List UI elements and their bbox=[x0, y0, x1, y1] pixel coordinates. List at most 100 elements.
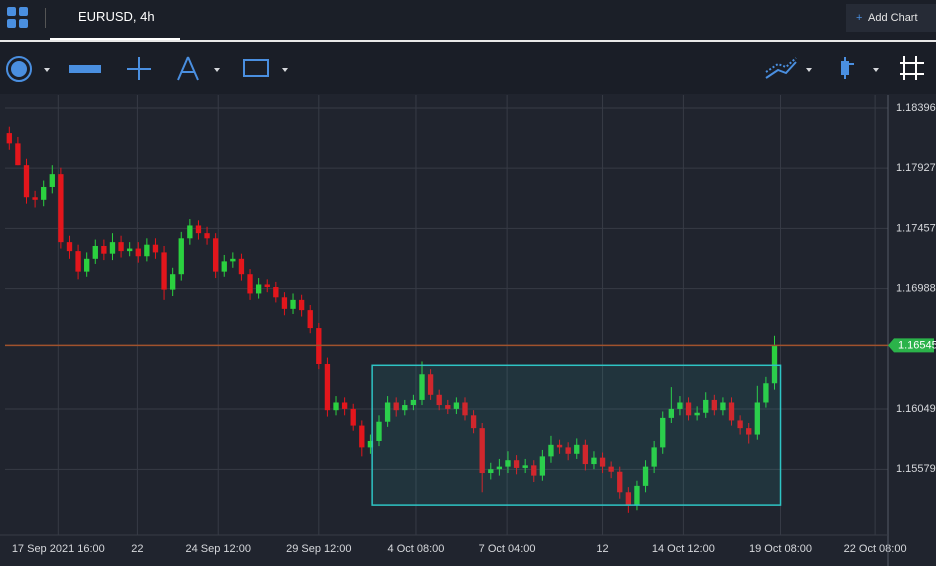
candle-body bbox=[75, 251, 81, 272]
candle-body bbox=[341, 402, 348, 409]
candle-body bbox=[152, 244, 159, 253]
candle-body bbox=[599, 457, 606, 467]
y-tick-label: 1.17457 bbox=[896, 222, 936, 234]
candle-body bbox=[41, 186, 47, 200]
candle-body bbox=[324, 364, 331, 411]
candle-body bbox=[195, 225, 202, 234]
candle-body bbox=[307, 310, 313, 329]
tool-icons[interactable] bbox=[6, 56, 854, 82]
candle-body bbox=[49, 174, 55, 187]
y-tick-label: 1.16049 bbox=[896, 403, 936, 415]
candle-body bbox=[23, 165, 30, 198]
plus-icon: + bbox=[856, 12, 863, 24]
y-tick-label: 1.17927 bbox=[896, 162, 936, 174]
y-tick-label: 1.18396 bbox=[896, 102, 936, 114]
candle-body bbox=[462, 402, 468, 416]
x-tick-label: 19 Oct 08:00 bbox=[749, 543, 812, 555]
candle-body bbox=[479, 428, 485, 474]
candle-body bbox=[255, 284, 262, 294]
price-label-box bbox=[888, 338, 934, 353]
candle-body bbox=[513, 460, 520, 468]
x-tick-label: 17 Sep 2021 16:00 bbox=[12, 543, 105, 555]
candle-body bbox=[238, 258, 245, 275]
candle-body bbox=[754, 402, 760, 435]
candle-body bbox=[298, 299, 305, 311]
add-chart-button[interactable]: + Add Chart bbox=[846, 4, 936, 32]
candle-body bbox=[384, 402, 391, 422]
x-tick-label: 22 bbox=[131, 543, 143, 555]
candle-body bbox=[212, 238, 219, 272]
candle-body bbox=[763, 383, 769, 403]
candle-body bbox=[470, 415, 477, 429]
candle-body bbox=[427, 374, 434, 395]
x-tick-label: 29 Sep 12:00 bbox=[286, 543, 351, 555]
candle-body bbox=[651, 447, 657, 467]
candle-body bbox=[32, 197, 38, 200]
candle-body bbox=[419, 374, 425, 400]
y-tick-label: 1.16988 bbox=[896, 282, 936, 294]
candle-body bbox=[436, 394, 442, 406]
x-tick-label: 22 Oct 08:00 bbox=[844, 543, 907, 555]
candle-body bbox=[720, 402, 726, 411]
candle-body bbox=[625, 492, 632, 506]
candle-body bbox=[290, 299, 296, 309]
add-chart-label: Add Chart bbox=[868, 12, 918, 24]
candle-body bbox=[548, 444, 554, 457]
candle-body bbox=[582, 444, 589, 465]
candle-body bbox=[488, 469, 494, 474]
candle-body bbox=[410, 399, 417, 406]
candle-body bbox=[135, 248, 141, 257]
candle-body bbox=[247, 274, 253, 294]
candle-body bbox=[101, 245, 107, 254]
candle-body bbox=[66, 242, 73, 252]
candle-body bbox=[204, 233, 210, 239]
drawn-rectangle bbox=[371, 364, 782, 506]
candle-body bbox=[531, 465, 537, 476]
candle-body bbox=[565, 447, 571, 454]
candle-body bbox=[445, 405, 451, 409]
candle-body bbox=[127, 248, 133, 252]
candle-body bbox=[178, 238, 184, 275]
candle-body bbox=[187, 225, 193, 239]
candle-body bbox=[556, 444, 563, 448]
candle-body bbox=[144, 244, 150, 257]
price-label: 1.16545 bbox=[898, 339, 936, 351]
candle-body bbox=[496, 466, 503, 470]
apps-icon[interactable] bbox=[6, 6, 30, 30]
x-tick-label: 7 Oct 04:00 bbox=[479, 543, 536, 555]
candle-body bbox=[367, 440, 374, 448]
candle-body bbox=[376, 421, 382, 441]
candle-body bbox=[746, 428, 752, 435]
candle-body bbox=[608, 466, 614, 472]
candle-body bbox=[694, 412, 700, 416]
x-tick-label: 14 Oct 12:00 bbox=[652, 543, 715, 555]
candle-body bbox=[453, 402, 460, 409]
x-tick-label: 12 bbox=[596, 543, 608, 555]
candle-body bbox=[393, 402, 399, 411]
candle-body bbox=[221, 261, 227, 272]
divider bbox=[0, 40, 936, 42]
candle-body bbox=[668, 408, 674, 418]
candle-body bbox=[118, 242, 124, 252]
candle-body bbox=[771, 345, 778, 384]
candle-body bbox=[685, 402, 692, 416]
candle-body bbox=[281, 297, 288, 309]
candle-body bbox=[660, 417, 666, 448]
dropdown-arrows[interactable] bbox=[44, 68, 879, 72]
candle-body bbox=[505, 460, 511, 467]
candle-body bbox=[333, 402, 339, 411]
candle-body bbox=[264, 284, 270, 288]
candle-body bbox=[169, 274, 176, 290]
grid-toggle[interactable] bbox=[900, 56, 924, 80]
separator bbox=[45, 8, 46, 28]
candle-body bbox=[109, 242, 116, 254]
candle-body bbox=[92, 245, 98, 259]
candle-body bbox=[728, 402, 735, 421]
plot-background bbox=[0, 95, 936, 566]
candle-body bbox=[402, 405, 408, 411]
candle-body bbox=[273, 287, 279, 298]
candle-body bbox=[617, 471, 623, 493]
symbol-tab[interactable]: EURUSD, 4h bbox=[50, 0, 180, 40]
top-bar: EURUSD, 4h + Add Chart bbox=[0, 0, 936, 42]
